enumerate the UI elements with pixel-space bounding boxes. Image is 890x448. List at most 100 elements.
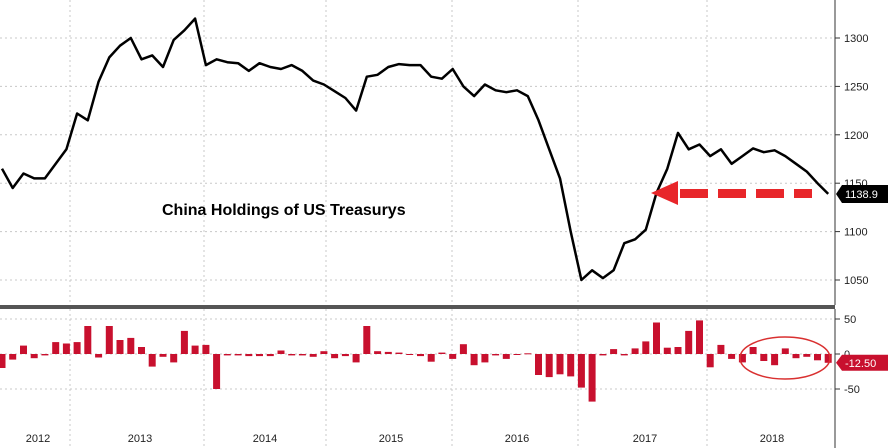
bar — [191, 345, 199, 354]
bar — [771, 354, 779, 366]
bar — [535, 354, 542, 375]
bar — [824, 354, 832, 363]
bar — [180, 330, 188, 354]
arrow-dash — [794, 189, 812, 198]
bar — [170, 354, 178, 363]
bar — [0, 354, 6, 368]
arrow-dash — [680, 189, 708, 198]
bar — [427, 354, 435, 362]
bar — [234, 354, 242, 356]
x-tick-label: 2015 — [379, 433, 403, 445]
bar — [492, 354, 500, 356]
bar — [792, 354, 800, 359]
arrow-annotation — [651, 181, 812, 205]
bar — [374, 351, 382, 354]
bar — [159, 354, 167, 357]
bar — [481, 354, 489, 363]
last-value-label-upper: 1138.9 — [836, 184, 888, 203]
x-tick-label: 2018 — [760, 433, 784, 445]
bar — [685, 330, 693, 354]
bar — [288, 354, 296, 356]
bar — [620, 354, 628, 356]
lower-tick-label: -50 — [844, 384, 860, 396]
upper-tick-label: 1300 — [844, 33, 868, 45]
bar — [438, 352, 446, 354]
bar — [653, 322, 660, 354]
bar — [138, 347, 145, 354]
bar — [256, 354, 263, 357]
bars — [0, 320, 832, 402]
bar — [502, 354, 510, 359]
bar — [738, 354, 746, 363]
bar — [642, 341, 650, 354]
last-bar-flag — [836, 354, 888, 371]
x-tick-label: 2014 — [253, 433, 277, 445]
bar — [663, 347, 671, 354]
bar — [674, 347, 682, 354]
chart-title: China Holdings of US Treasurys — [162, 202, 406, 219]
bar — [116, 340, 124, 354]
bar — [696, 320, 703, 354]
arrow-head — [651, 181, 678, 205]
bar — [524, 353, 532, 355]
bar — [352, 354, 360, 363]
last-bar-text: -12.50 — [845, 358, 876, 370]
bar — [599, 354, 607, 356]
bar — [331, 354, 339, 359]
bar — [245, 354, 253, 357]
bar — [30, 354, 38, 359]
bar — [73, 342, 81, 354]
upper-tick-label: 1100 — [844, 227, 868, 239]
bar — [470, 354, 478, 366]
bar — [449, 354, 457, 359]
bar — [814, 354, 821, 361]
arrow-dash — [718, 189, 746, 198]
bar — [760, 354, 768, 361]
bar — [202, 344, 210, 354]
bar — [749, 347, 757, 354]
bar — [266, 354, 274, 357]
bar — [20, 345, 27, 354]
upper-tick-label: 1050 — [844, 275, 868, 287]
highlight-ellipse — [739, 336, 831, 380]
bar — [577, 354, 585, 388]
bar — [781, 348, 789, 354]
bar — [513, 354, 521, 355]
bar — [803, 354, 811, 357]
lower-tick-label: 50 — [844, 314, 856, 326]
year-dividers — [69, 0, 708, 448]
bar — [62, 343, 70, 354]
bar — [309, 354, 317, 357]
bar — [363, 326, 371, 354]
upper-grid — [0, 37, 835, 281]
panel-separator — [0, 305, 835, 309]
bar — [95, 354, 103, 358]
upper-tick-label: 1200 — [844, 130, 868, 142]
bar — [717, 344, 725, 354]
bar — [341, 354, 349, 357]
bar — [223, 354, 231, 356]
bar — [105, 326, 113, 354]
x-tick-label: 2016 — [505, 433, 529, 445]
bar — [588, 354, 596, 402]
upper-tick-label: 1250 — [844, 81, 868, 93]
bar — [406, 354, 414, 355]
bar — [556, 354, 564, 375]
bar — [127, 337, 135, 354]
bar — [631, 348, 639, 354]
last-value-label-lower: -12.50 — [836, 354, 888, 371]
bar — [277, 350, 285, 354]
lower-grid — [0, 318, 835, 390]
bar — [459, 344, 467, 354]
bar — [298, 354, 306, 356]
last-value-text: 1138.9 — [845, 189, 878, 201]
bar — [545, 354, 553, 378]
arrow-dash — [756, 189, 784, 198]
bar — [9, 354, 17, 360]
bar — [213, 354, 221, 389]
bar — [384, 351, 392, 354]
bar — [320, 351, 328, 354]
bar — [148, 354, 156, 367]
